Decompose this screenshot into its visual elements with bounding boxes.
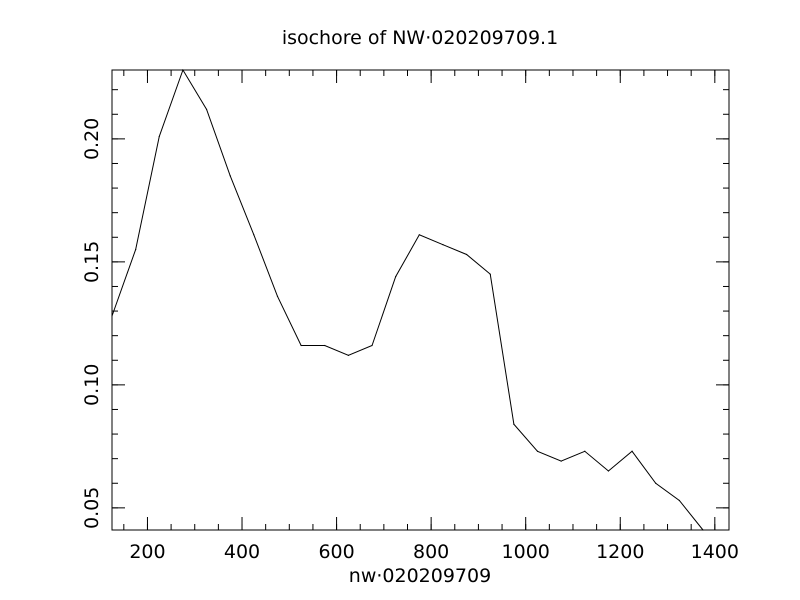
y-tick-label: 0.15 bbox=[81, 241, 103, 283]
x-tick-label: 1000 bbox=[502, 541, 550, 563]
x-tick-label: 1200 bbox=[596, 541, 644, 563]
data-point bbox=[536, 450, 539, 452]
y-tick-labels: 0.05 0.10 0.15 0.20 bbox=[81, 118, 103, 529]
data-point bbox=[276, 295, 279, 297]
x-axis-label: nw·020209709 bbox=[349, 565, 491, 587]
major-ticks bbox=[112, 70, 729, 530]
data-point bbox=[607, 470, 610, 472]
data-point bbox=[324, 344, 326, 347]
plot-frame bbox=[111, 69, 730, 531]
data-point bbox=[253, 234, 255, 236]
data-point bbox=[560, 460, 562, 462]
data-point bbox=[631, 450, 633, 452]
chart-title: isochore of NW·020209709.1 bbox=[282, 27, 558, 49]
data-point bbox=[135, 248, 137, 251]
x-tick-label: 400 bbox=[224, 541, 260, 563]
data-point bbox=[655, 482, 657, 484]
x-tick-labels: 200 400 600 800 1000 1200 1400 bbox=[129, 541, 739, 563]
y-tick-label: 0.10 bbox=[81, 364, 103, 406]
data-point bbox=[300, 344, 302, 347]
data-point bbox=[465, 253, 468, 256]
series-layer bbox=[111, 68, 704, 531]
data-point bbox=[371, 344, 373, 347]
y-tick-label: 0.05 bbox=[81, 487, 103, 529]
x-tick-label: 600 bbox=[318, 541, 354, 563]
data-point bbox=[111, 315, 113, 317]
y-tick-label: 0.20 bbox=[81, 118, 103, 160]
data-point bbox=[395, 276, 397, 278]
data-point bbox=[489, 273, 491, 275]
data-point bbox=[182, 69, 184, 71]
x-tick-label: 800 bbox=[413, 541, 449, 563]
x-tick-label: 1400 bbox=[691, 541, 739, 563]
data-point bbox=[158, 135, 160, 138]
data-point bbox=[442, 244, 444, 246]
series-line bbox=[111, 68, 704, 531]
data-point bbox=[229, 175, 231, 177]
data-point bbox=[418, 234, 420, 236]
x-tick-label: 200 bbox=[129, 541, 165, 563]
data-point bbox=[702, 529, 704, 531]
data-point bbox=[205, 108, 208, 110]
minor-ticks bbox=[112, 70, 729, 530]
data-point bbox=[513, 423, 515, 425]
data-point bbox=[584, 450, 586, 452]
data-point bbox=[347, 354, 349, 356]
data-point bbox=[678, 499, 680, 502]
